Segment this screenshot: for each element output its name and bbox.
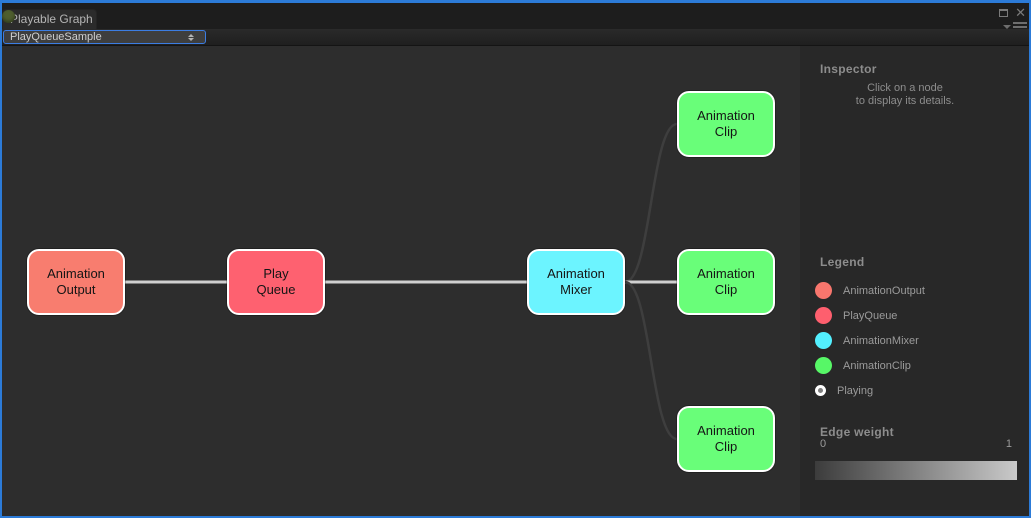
graph-node-play-queue[interactable]: Play Queue bbox=[227, 249, 325, 315]
graph-node-animation-clip-3[interactable]: Animation Clip bbox=[677, 406, 775, 472]
graph-node-animation-clip-1[interactable]: Animation Clip bbox=[677, 91, 775, 157]
legend-item-label: PlayQueue bbox=[843, 309, 898, 322]
edge-weight-max: 1 bbox=[1005, 438, 1012, 450]
legend-item-playing: Playing bbox=[815, 378, 925, 403]
graph-selector-value: PlayQueueSample bbox=[10, 31, 102, 43]
legend-item-animationmixer: AnimationMixer bbox=[815, 328, 925, 353]
graph-node-animation-clip-2[interactable]: Animation Clip bbox=[677, 249, 775, 315]
close-icon[interactable]: ✕ bbox=[1015, 5, 1026, 20]
legend-color-icon bbox=[815, 307, 832, 324]
edges-layer bbox=[125, 122, 678, 441]
graph-node-animation-output[interactable]: Animation Output bbox=[27, 249, 125, 315]
legend-color-icon bbox=[815, 357, 832, 374]
legend-item-label: Playing bbox=[837, 384, 874, 397]
tab-playable-graph[interactable]: Playable Graph bbox=[2, 9, 97, 29]
graph-node-animation-mixer[interactable]: Animation Mixer bbox=[527, 249, 625, 315]
legend-item-label: AnimationOutput bbox=[843, 284, 925, 297]
graph-canvas[interactable]: Animation Output Play Queue Animation Mixer An… bbox=[0, 46, 800, 516]
legend-item-label: AnimationClip bbox=[843, 359, 911, 372]
edge-animation-mixer-to-animation-clip-1 bbox=[624, 122, 678, 284]
inspector-title: Inspector bbox=[820, 62, 877, 76]
dropdown-arrows-icon bbox=[188, 34, 194, 41]
graph-selector-dropdown[interactable]: PlayQueueSample bbox=[3, 30, 206, 44]
tab-label: Playable Graph bbox=[10, 12, 93, 26]
legend-item-playqueue: PlayQueue bbox=[815, 303, 925, 328]
edge-weight-min: 0 bbox=[820, 438, 827, 450]
inspector-panel: Inspector Click on a node to display its… bbox=[800, 46, 1029, 516]
edge-animation-mixer-to-animation-clip-3 bbox=[624, 280, 678, 441]
tab-status-icon bbox=[2, 10, 15, 23]
legend-color-icon bbox=[815, 332, 832, 349]
edge-weight-scale: 0 1 bbox=[815, 438, 1017, 450]
toolbar: PlayQueueSample bbox=[0, 29, 1031, 46]
legend-color-icon bbox=[815, 282, 832, 299]
maximize-icon[interactable] bbox=[999, 9, 1009, 17]
legend-title: Legend bbox=[820, 255, 865, 269]
legend-list: AnimationOutput PlayQueue AnimationMixer An… bbox=[815, 278, 925, 403]
edge-weight-gradient-bar bbox=[815, 461, 1017, 480]
legend-item-animationoutput: AnimationOutput bbox=[815, 278, 925, 303]
legend-item-animationclip: AnimationClip bbox=[815, 353, 925, 378]
legend-color-icon bbox=[815, 385, 826, 396]
edge-weight-title: Edge weight bbox=[820, 425, 894, 439]
legend-item-label: AnimationMixer bbox=[843, 334, 919, 347]
inspector-hint: Click on a node to display its details. bbox=[855, 82, 955, 107]
title-bar[interactable]: Playable Graph ✕ bbox=[0, 0, 1031, 31]
chevron-down-icon bbox=[1003, 24, 1011, 29]
